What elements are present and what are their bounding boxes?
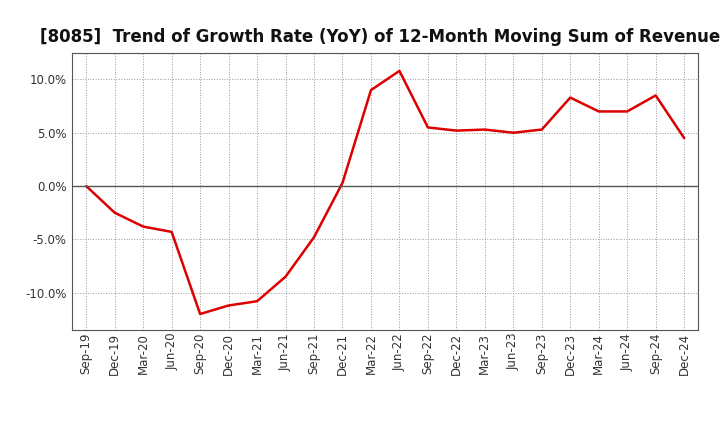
Title: [8085]  Trend of Growth Rate (YoY) of 12-Month Moving Sum of Revenues: [8085] Trend of Growth Rate (YoY) of 12-… <box>40 28 720 46</box>
